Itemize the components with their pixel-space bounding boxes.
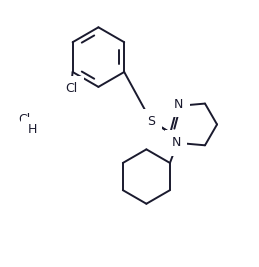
Text: Cl: Cl xyxy=(18,113,31,126)
Text: N: N xyxy=(174,98,183,111)
Text: N: N xyxy=(171,136,181,150)
Text: S: S xyxy=(148,115,155,128)
Text: H: H xyxy=(28,123,37,136)
Text: Cl: Cl xyxy=(65,82,77,95)
